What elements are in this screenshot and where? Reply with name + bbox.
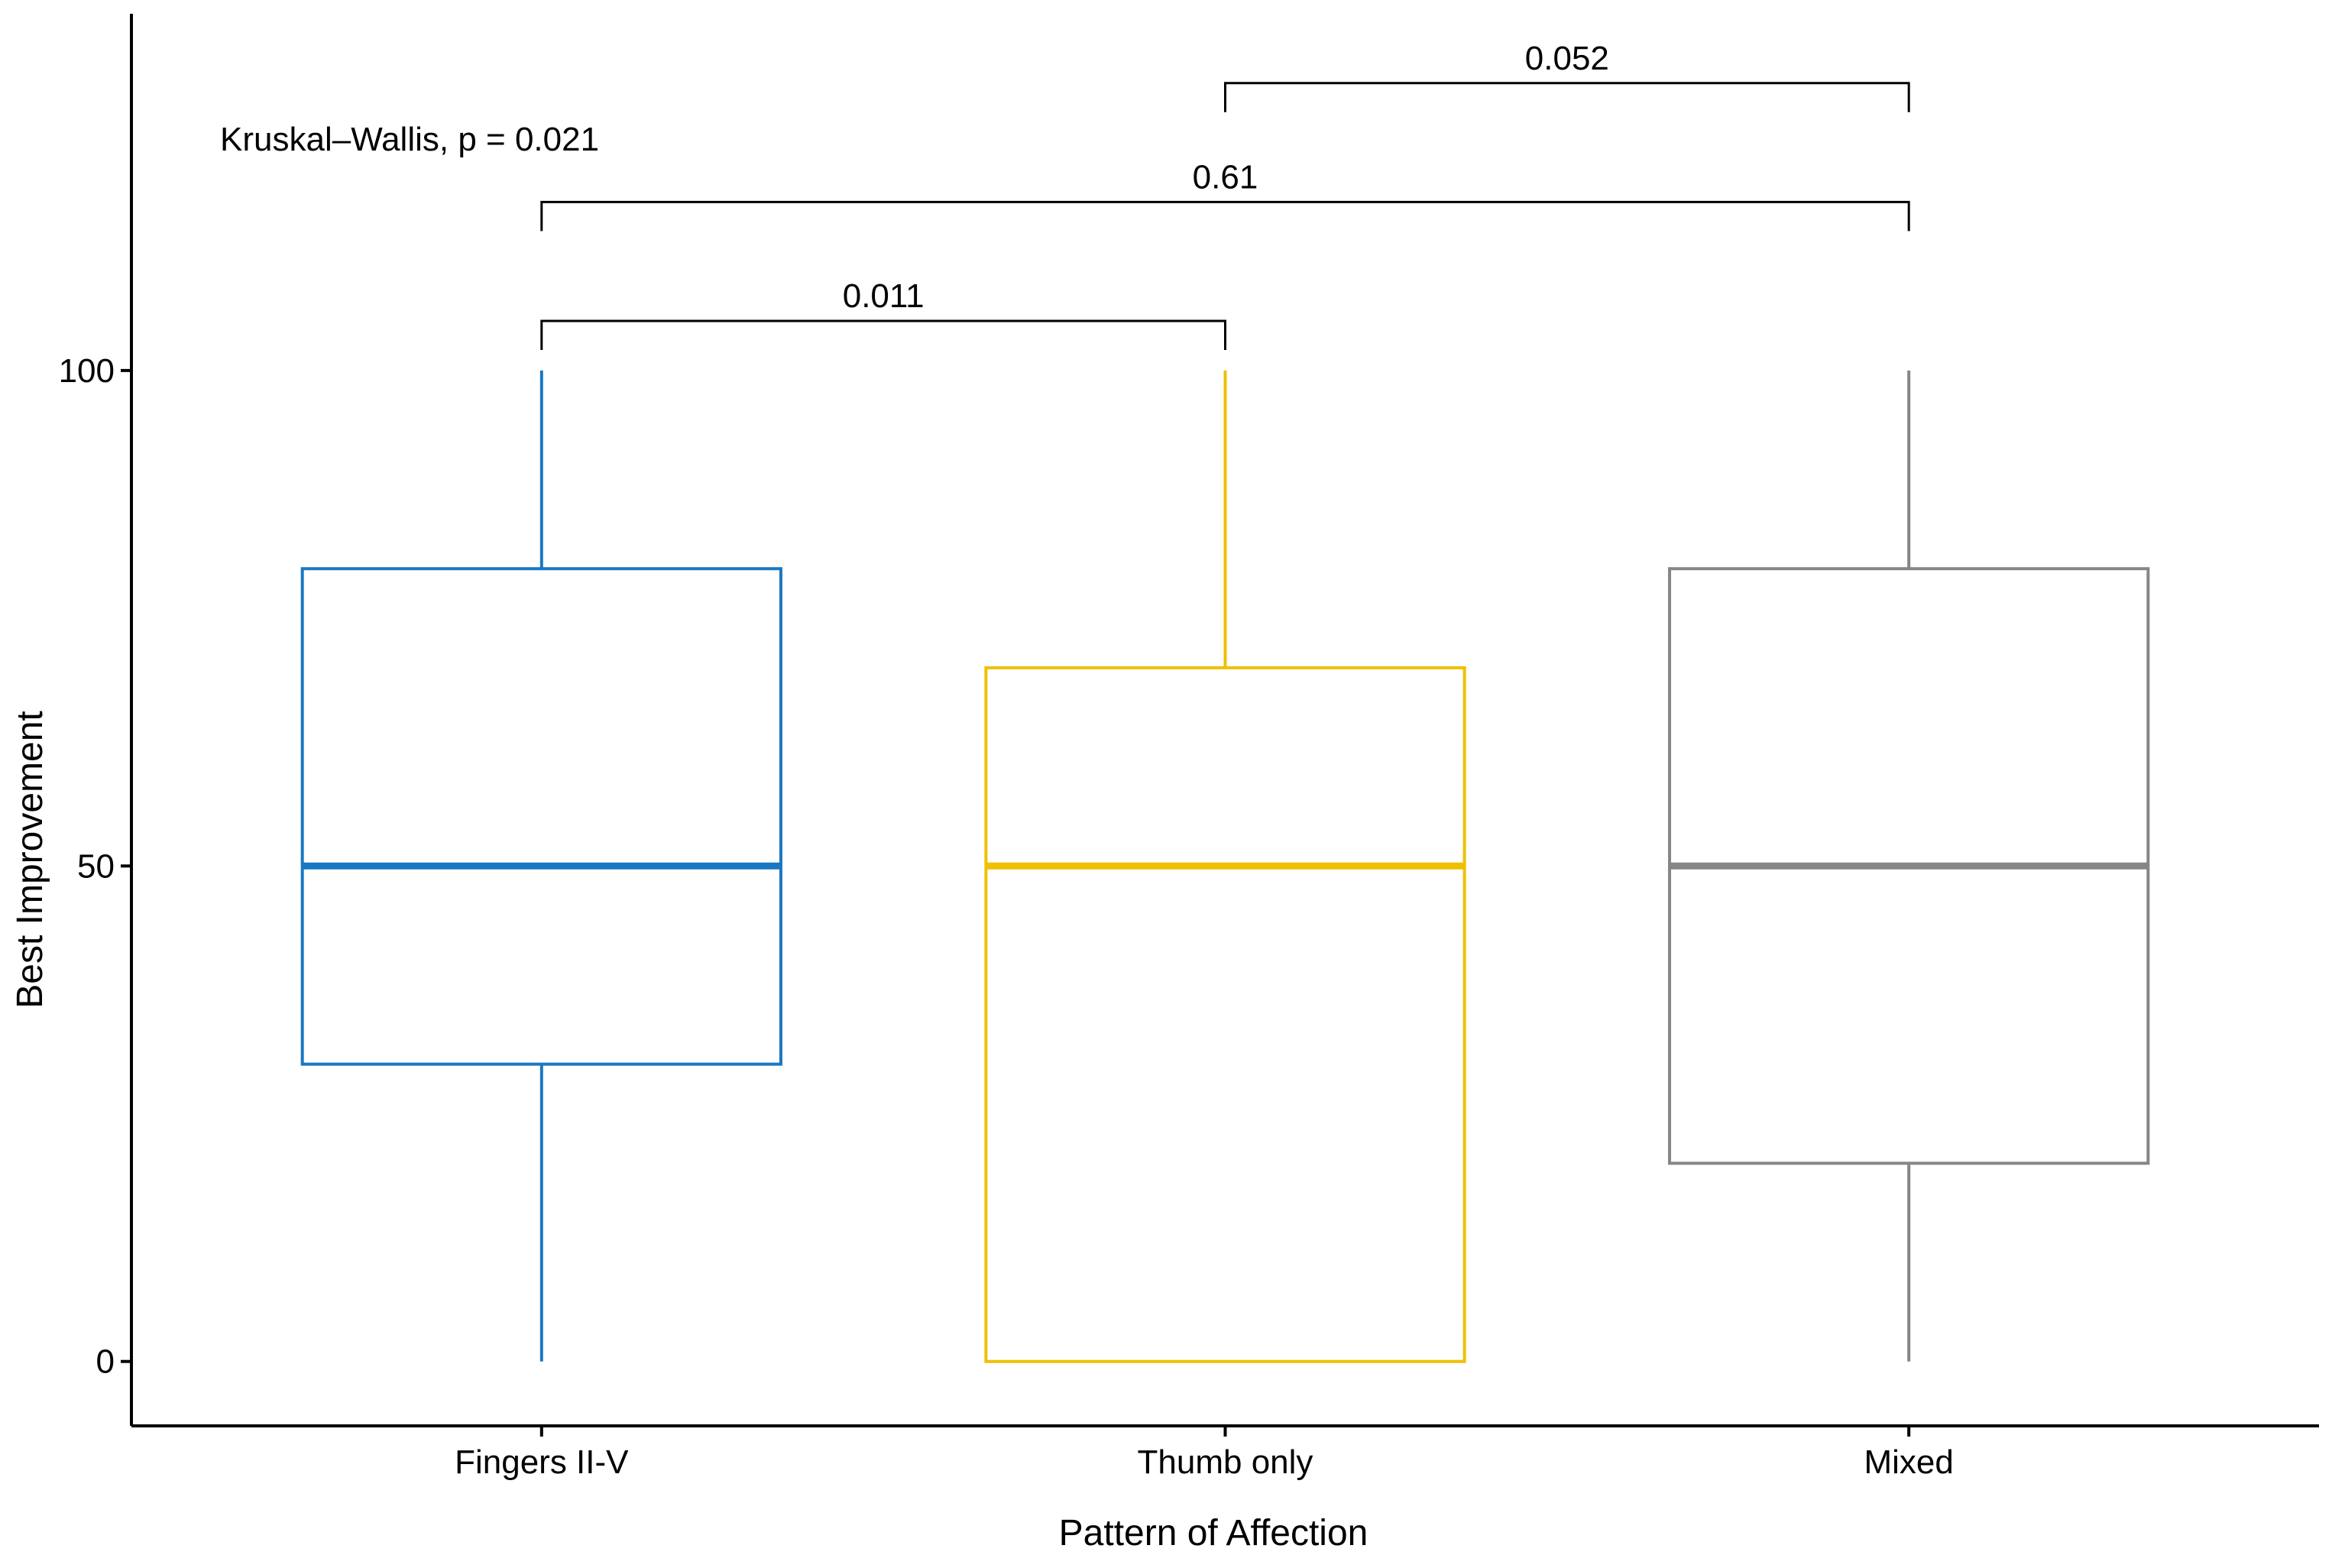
box-mixed bbox=[1668, 370, 2150, 1362]
kruskal-wallis-label: Kruskal–Wallis, p = 0.021 bbox=[220, 121, 599, 158]
x-tick-label: Thumb only bbox=[1138, 1443, 1313, 1481]
box-body bbox=[300, 567, 782, 1066]
box-fingers-ii-v bbox=[300, 370, 782, 1362]
comparison-brackets: 0.011 0.61 0.052 bbox=[540, 40, 1910, 351]
x-tick-label: Fingers II-V bbox=[455, 1443, 629, 1481]
p-value-label: 0.052 bbox=[1525, 40, 1609, 77]
bracket-line bbox=[540, 200, 1910, 232]
box-body bbox=[984, 666, 1466, 1363]
axes: 0 50 100 Fingers II-V Thumb only Mixed bbox=[59, 14, 2319, 1481]
y-tick-label: 50 bbox=[77, 847, 115, 885]
y-tick-label: 100 bbox=[59, 352, 115, 390]
p-value-label: 0.011 bbox=[843, 277, 925, 315]
y-axis-title: Best Improvement bbox=[10, 711, 50, 1008]
comparison-bracket: 0.052 bbox=[1224, 40, 1910, 112]
y-tick-label: 0 bbox=[96, 1343, 115, 1381]
p-value-label: 0.61 bbox=[1193, 158, 1258, 196]
bracket-line bbox=[540, 319, 1226, 351]
x-tick-label: Mixed bbox=[1864, 1443, 1954, 1481]
comparison-bracket: 0.61 bbox=[540, 158, 1910, 232]
comparison-bracket: 0.011 bbox=[540, 277, 1226, 351]
boxes bbox=[300, 370, 2150, 1363]
box-thumb-only bbox=[984, 370, 1466, 1363]
bracket-line bbox=[1224, 82, 1910, 112]
x-axis-title: Pattern of Affection bbox=[1059, 1513, 1368, 1553]
